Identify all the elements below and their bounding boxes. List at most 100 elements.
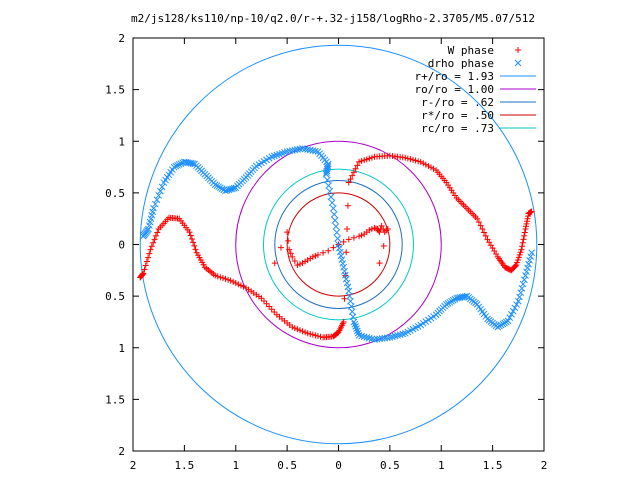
legend-label: r*/ro = .50 [421,109,494,122]
data-point [396,331,404,339]
x-tick-label: 1 [438,459,445,472]
data-point [517,249,524,256]
data-point [301,145,309,153]
data-point [312,252,319,259]
data-point [504,317,512,325]
data-point [520,276,528,284]
data-point [291,146,299,154]
x-tick-label: 1.5 [483,459,503,472]
data-point [524,215,531,222]
data-point [263,300,270,307]
legend-label: ro/ro = 1.00 [415,83,494,96]
data-point [304,146,312,153]
data-point [389,333,396,341]
y-tick-label: 2 [118,32,125,45]
data-point [325,247,332,254]
data-point [347,303,355,310]
data-point [174,161,181,169]
data-point [343,279,351,287]
data-point [342,275,350,283]
y-tick-label: 0.5 [105,187,125,200]
x-axis: 2 1.5 1 0.5 0 0.5 1 1.5 2 [130,38,547,472]
data-point [368,335,376,343]
data-point [286,147,294,155]
data-point [309,147,317,154]
data-point [322,170,330,178]
data-point [155,192,163,199]
data-point [514,256,521,263]
circle-0 [139,44,538,445]
data-point [306,146,314,154]
data-point [312,332,319,339]
data-point [361,157,368,164]
data-point [517,289,525,297]
data-point [522,226,529,233]
data-point [383,334,391,342]
data-point [340,318,347,325]
data-point [177,160,185,167]
data-point [186,229,193,236]
data-point [399,330,407,338]
data-point [325,182,332,190]
data-point [341,271,349,279]
y-axis: 2 1.5 1 0.5 0 0.5 1 1.5 2 [105,32,544,458]
data-point [327,193,335,201]
data-point [217,274,224,281]
data-point [296,327,303,334]
data-point [340,263,347,271]
data-point [190,239,197,246]
data-point [349,313,357,321]
data-point [154,229,161,236]
data-point [314,333,321,340]
data-point [258,295,265,302]
data-point [192,246,199,253]
data-point [286,246,293,253]
data-point [288,147,296,154]
data-point [511,304,519,312]
data-point [363,156,370,163]
y-tick-label: 0.5 [105,290,125,303]
data-point [518,246,525,253]
data-point [146,250,153,257]
data-point [345,236,352,243]
data-point [323,169,330,176]
data-point [351,320,359,328]
data-point [147,246,154,253]
series-2 [139,145,536,343]
data-point [261,297,268,304]
data-point [525,260,532,268]
data-point [291,258,298,265]
data-point [523,220,530,227]
data-point [477,222,484,229]
data-point [139,271,146,278]
data-point [151,236,158,243]
data-point [237,282,244,289]
data-point [481,229,488,236]
circle-1 [235,140,442,349]
data-point [368,226,375,233]
y-tick-label: 1.5 [105,393,125,406]
data-point [191,242,198,249]
data-point [519,280,527,288]
data-point [417,158,424,165]
data-point [524,264,531,272]
data-point [344,202,351,209]
data-point [283,148,291,155]
x-tick-label: 1 [232,459,239,472]
data-point [523,268,530,276]
data-point [268,306,275,313]
data-point [350,234,357,241]
data-point [140,270,147,277]
data-point [381,229,388,236]
chart-title: m2/js128/ks110/np-10/q2.0/r-+.32-j158/lo… [131,12,535,25]
data-point [346,292,353,300]
data-point [212,272,219,279]
data-point [513,262,520,269]
data-point [353,325,360,333]
x-tick-label: 2 [130,459,137,472]
data-point [151,200,159,208]
data-point [521,229,528,236]
data-point [291,325,298,332]
data-point [150,239,157,246]
